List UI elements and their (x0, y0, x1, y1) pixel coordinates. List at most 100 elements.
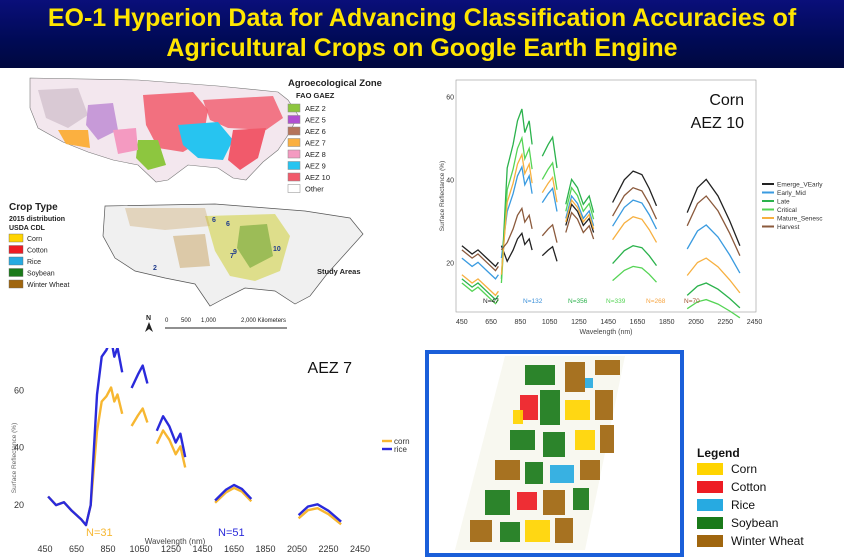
aez7-spectral-line (155, 429, 187, 468)
corn-y-tick: 20 (446, 260, 454, 267)
crop-legend-label: Rice (27, 259, 41, 266)
crop-legend-swatch (8, 279, 24, 289)
corn-y-label: Surface Reflectance (%) (439, 161, 446, 231)
corn-spectral-line (686, 298, 741, 319)
aez7-y-label: Surface Reflectance (%) (11, 423, 18, 493)
corn-spectral-line (565, 202, 595, 233)
scale-tick-0: 0 (165, 318, 169, 324)
classified-map-panel: Legend Corn Cotton Rice Soybean Winter Wheat (425, 350, 804, 557)
aez7-spectral-line (47, 348, 124, 527)
classified-legend-swatch (697, 463, 723, 475)
site-number: 7 (230, 253, 234, 260)
aez7-x-tick: 1850 (255, 544, 275, 554)
crop-legend-title: Crop Type (9, 202, 58, 213)
aez7-y-tick: 40 (14, 443, 24, 453)
aez7-spectral-line (130, 407, 149, 427)
corn-n-label: N=47 (483, 298, 499, 305)
corn-y-tick: 60 (446, 95, 454, 102)
aez-legend-label: AEZ 10 (305, 173, 330, 182)
corn-chart: Corn AEZ 10 Surface Reflectance (%) Wave… (439, 79, 823, 336)
aez-legend-label: AEZ 9 (305, 162, 326, 171)
crop-legend-label: Winter Wheat (27, 282, 69, 289)
site-number: 6 (212, 217, 216, 224)
aez-us-map (29, 77, 299, 183)
map-field-patch (525, 462, 543, 484)
map-field-patch (595, 390, 613, 420)
corn-spectral-line (500, 206, 533, 251)
corn-x-tick: 2250 (717, 319, 733, 326)
map-field-patch (513, 410, 523, 424)
classified-legend-label: Cotton (731, 480, 766, 494)
corn-legend-label: Mature_Senesc (777, 216, 823, 223)
aez7-spectral-line (214, 483, 253, 502)
corn-n-label: N=339 (606, 298, 626, 305)
aez7-x-tick: 2250 (318, 544, 338, 554)
classified-legend-swatch (697, 481, 723, 493)
corn-x-tick: 450 (456, 319, 468, 326)
map-field-patch (495, 460, 520, 480)
corn-spectral-line (461, 282, 499, 305)
corn-spectral-line (461, 278, 499, 301)
map-field-patch (540, 390, 560, 425)
crop-legend-label: Corn (27, 236, 42, 243)
corn-chart-title-1: Corn (709, 92, 744, 109)
corn-spectral-line (461, 257, 499, 280)
corn-spectral-line (541, 135, 558, 169)
map-field-patch (575, 430, 595, 450)
aez7-legend-label: rice (394, 445, 407, 454)
corn-spectral-line (612, 245, 658, 266)
crop-legend-sub2: USDA CDL (9, 225, 46, 232)
map-field-patch (543, 432, 565, 457)
corn-spectral-line (612, 199, 658, 230)
corn-spectral-line (541, 223, 558, 243)
corn-spectral-line (461, 249, 499, 272)
map-field-patch (580, 460, 600, 480)
classified-legend-label: Winter Wheat (731, 534, 804, 548)
corn-x-tick: 1450 (600, 319, 616, 326)
map-field-patch (525, 365, 555, 385)
aez-legend-swatch (287, 149, 301, 159)
site-number: 9 (233, 249, 237, 256)
classified-legend-label: Soybean (731, 516, 778, 530)
corn-chart-title-2: AEZ 10 (691, 115, 744, 132)
aez7-spectral-line (214, 486, 253, 504)
aez-legend-swatch (287, 172, 301, 182)
corn-spectral-line (500, 164, 533, 259)
aez-legend-label: AEZ 6 (305, 127, 326, 136)
corn-x-tick: 2050 (688, 319, 704, 326)
corn-n-label: N=70 (684, 298, 700, 305)
aez-legend-title: Agroecological Zone (288, 78, 382, 89)
corn-spectral-line (500, 135, 533, 284)
aez7-x-tick: 1650 (224, 544, 244, 554)
aez7-x-tick: 1250 (161, 544, 181, 554)
aez-legend-swatch (287, 103, 301, 113)
map-field-patch (517, 492, 537, 510)
map-field-patch (485, 490, 510, 515)
aez7-spectral-line (297, 503, 342, 523)
crop-legend-label: Soybean (27, 271, 55, 278)
corn-spectral-line (565, 177, 595, 213)
crop-legend-swatch (8, 256, 24, 266)
corn-spectral-line (500, 108, 533, 279)
corn-spectral-line (461, 245, 499, 268)
map-field-patch (585, 378, 593, 388)
corn-n-label: N=268 (646, 298, 666, 305)
crop-legend-sub1: 2015 distribution (9, 216, 65, 223)
aez7-legend-label: corn (394, 437, 410, 446)
site-number: 2 (153, 265, 157, 272)
scale-tick-1000: 1,000 (201, 318, 217, 324)
site-number: 6 (226, 221, 230, 228)
map-field-patch (525, 520, 550, 542)
crop-map-panel: Crop Type 2015 distribution USDA CDL Cor… (8, 202, 364, 332)
corn-spectral-line (461, 274, 499, 297)
aez-legend-swatch (287, 184, 301, 193)
classified-legend-swatch (697, 499, 723, 511)
aez7-y-tick: 20 (14, 500, 24, 510)
aez7-n-label: N=51 (218, 527, 245, 539)
aez7-x-label: Wavelength (nm) (145, 537, 206, 546)
corn-spectral-line (686, 195, 741, 256)
corn-spectral-line (686, 282, 741, 309)
corn-spectral-line (541, 161, 558, 190)
classified-legend-swatch (697, 535, 723, 547)
